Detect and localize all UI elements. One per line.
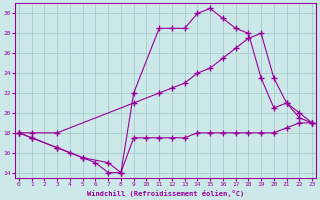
X-axis label: Windchill (Refroidissement éolien,°C): Windchill (Refroidissement éolien,°C) [87,190,244,197]
